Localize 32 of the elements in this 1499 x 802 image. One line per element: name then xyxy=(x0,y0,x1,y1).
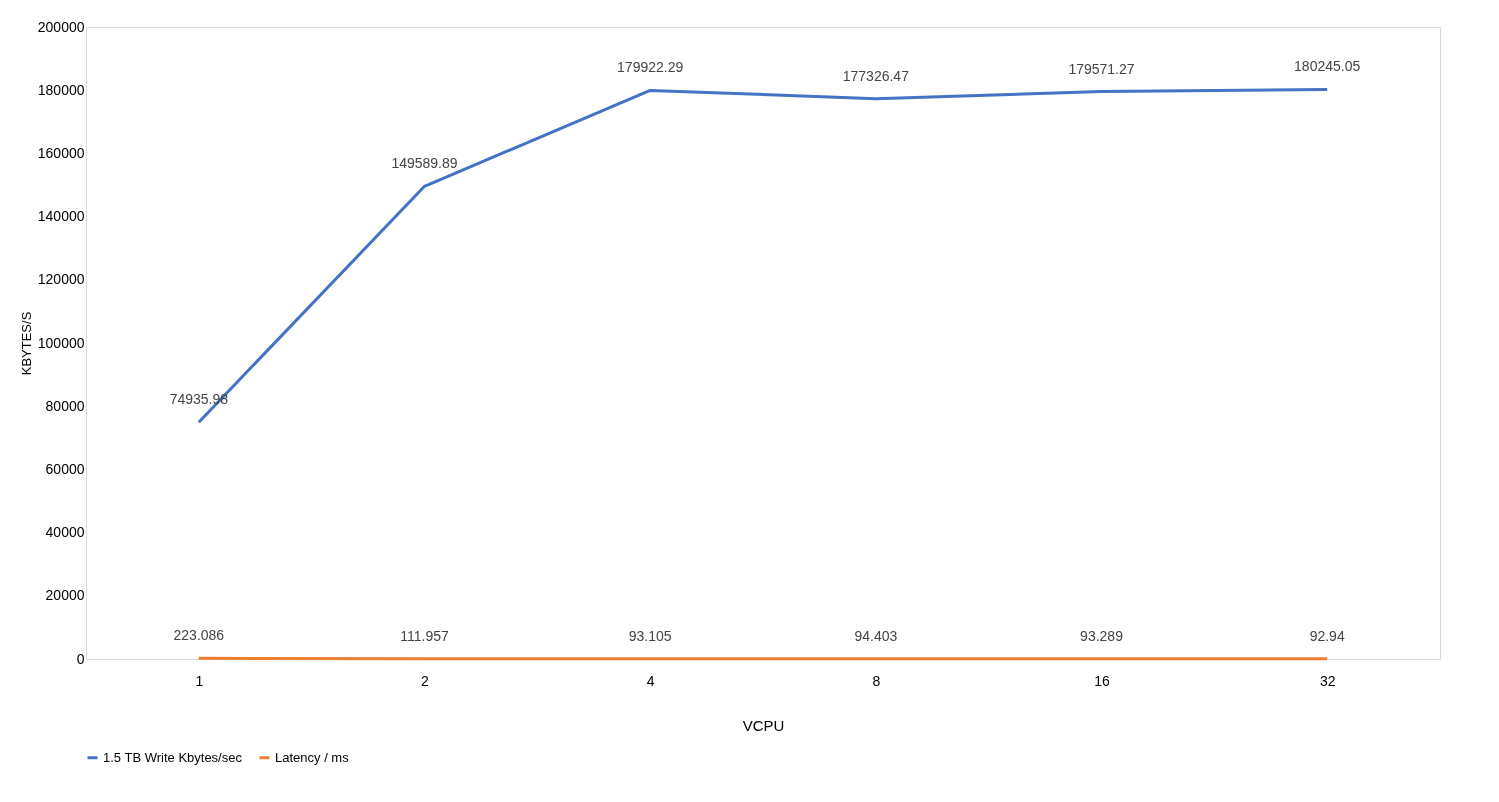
data-label: 93.289 xyxy=(1080,627,1124,644)
data-label: 177326.47 xyxy=(842,67,910,84)
x-axis-title: VCPU xyxy=(742,716,785,734)
y-tick-label: 120000 xyxy=(37,271,85,288)
data-label: 180245.05 xyxy=(1294,58,1361,75)
data-label: 223.086 xyxy=(173,627,225,644)
y-tick-label: 40000 xyxy=(45,524,85,541)
y-tick-label: 140000 xyxy=(37,208,85,225)
y-tick-label: 180000 xyxy=(37,81,85,98)
y-tick-label: 160000 xyxy=(37,144,85,161)
data-label: 111.957 xyxy=(400,627,449,644)
y-axis-title: KBYTES/S xyxy=(18,311,34,376)
x-tick-label: 1 xyxy=(195,672,204,689)
y-tick-label: 80000 xyxy=(45,397,85,414)
data-label: 94.403 xyxy=(854,627,898,644)
x-tick-label: 8 xyxy=(872,672,881,689)
legend-label: 1.5 TB Write Kbytes/sec xyxy=(103,749,243,765)
y-tick-label: 60000 xyxy=(45,460,85,477)
legend-label: Latency / ms xyxy=(275,749,350,765)
data-label: 93.105 xyxy=(628,627,672,644)
y-tick-label: 0 xyxy=(76,650,85,667)
y-tick-label: 100000 xyxy=(37,334,85,351)
y-tick-label: 20000 xyxy=(45,587,85,604)
data-label: 149589.89 xyxy=(391,155,458,172)
x-tick-label: 4 xyxy=(646,672,655,689)
data-label: 92.94 xyxy=(1309,627,1345,644)
x-tick-label: 32 xyxy=(1319,672,1336,689)
x-tick-label: 16 xyxy=(1094,672,1110,689)
data-label: 179571.27 xyxy=(1068,60,1135,77)
y-tick-label: 200000 xyxy=(37,18,85,35)
data-label: 179922.29 xyxy=(617,59,684,76)
x-tick-label: 2 xyxy=(421,672,430,689)
